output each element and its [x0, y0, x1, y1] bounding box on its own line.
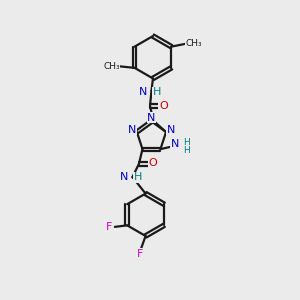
Text: H: H	[134, 172, 142, 182]
Text: N: N	[139, 87, 147, 97]
Text: O: O	[149, 158, 158, 168]
Text: O: O	[159, 101, 168, 111]
Text: F: F	[106, 222, 113, 232]
Text: H: H	[183, 146, 190, 155]
Text: CH₃: CH₃	[103, 61, 120, 70]
Text: F: F	[137, 249, 143, 259]
Text: N: N	[171, 140, 179, 149]
Text: CH₃: CH₃	[185, 39, 202, 48]
Text: H: H	[183, 138, 190, 147]
Text: N: N	[167, 125, 175, 135]
Text: N: N	[147, 113, 156, 123]
Text: H: H	[153, 87, 161, 97]
Text: N: N	[128, 125, 136, 135]
Text: N: N	[120, 172, 128, 182]
